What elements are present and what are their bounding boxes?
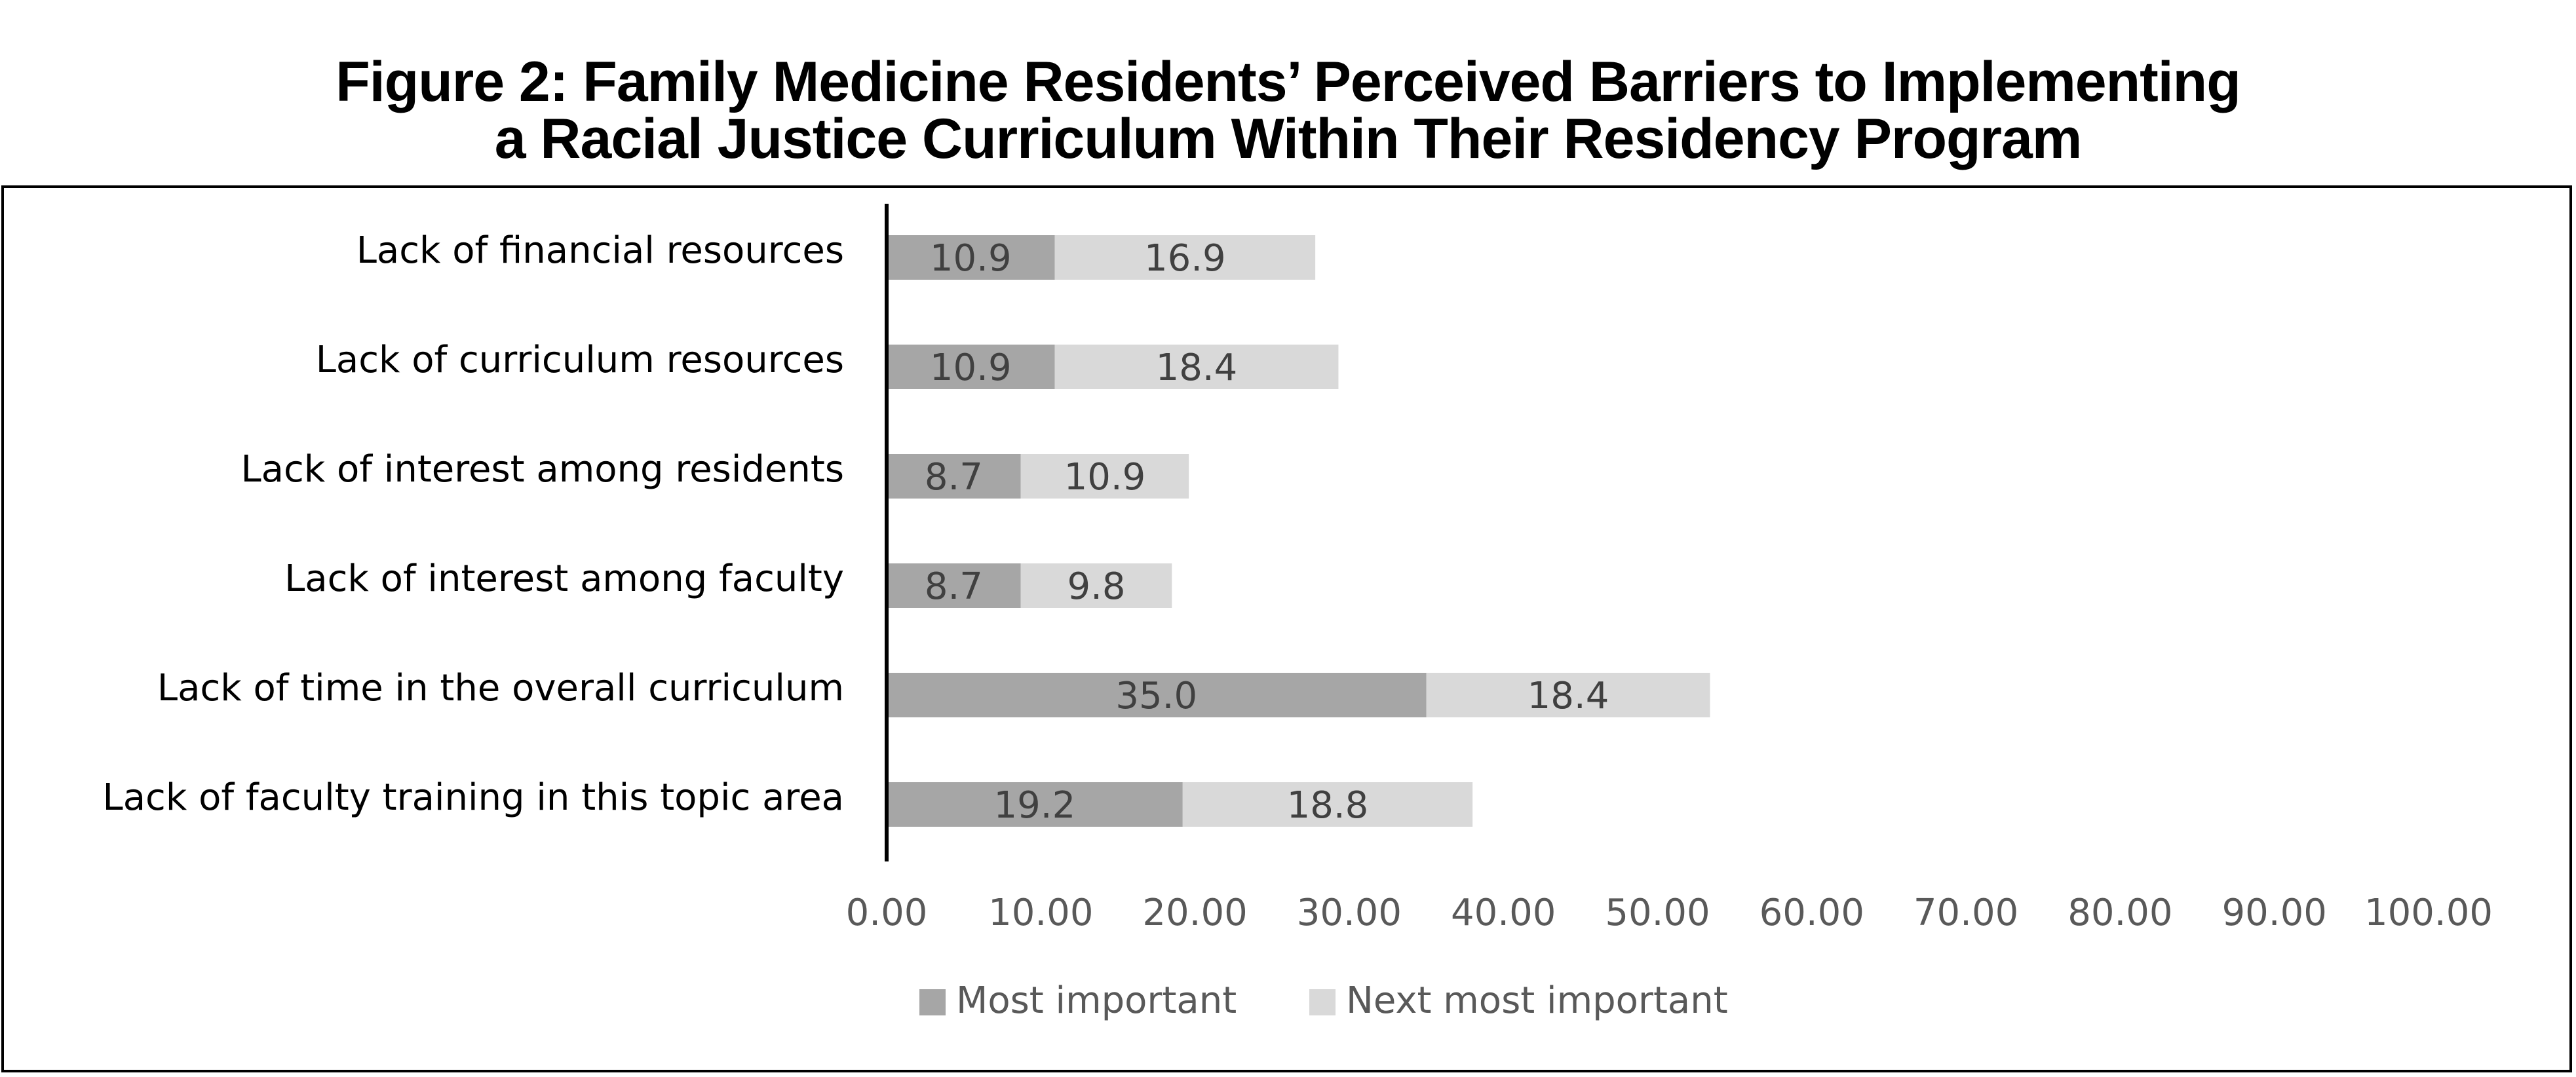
category-label: Lack of interest among faculty bbox=[284, 557, 844, 600]
data-label: 10.9 bbox=[930, 347, 1012, 389]
bar-next-most-important-3 bbox=[1020, 563, 1172, 608]
x-tick-label: 70.00 bbox=[1913, 892, 2018, 934]
x-tick-label: 60.00 bbox=[1759, 892, 1864, 934]
bar-next-most-important-2 bbox=[1020, 454, 1189, 499]
x-tick-label: 90.00 bbox=[2222, 892, 2327, 934]
chart-title-line-1: Figure 2: Family Medicine Residents’ Per… bbox=[336, 50, 2241, 113]
chart-title-line-2: a Racial Justice Curriculum Within Their… bbox=[494, 107, 2083, 170]
bar-next-most-important-1 bbox=[1054, 345, 1339, 389]
x-tick-label: 50.00 bbox=[1605, 892, 1710, 934]
data-label: 18.8 bbox=[1287, 784, 1369, 827]
x-tick-label: 40.00 bbox=[1451, 892, 1556, 934]
data-label: 18.4 bbox=[1528, 675, 1609, 717]
category-label: Lack of curriculum resources bbox=[316, 339, 844, 381]
data-label: 19.2 bbox=[994, 784, 1076, 827]
bar-most-important-5 bbox=[887, 782, 1183, 827]
legend-swatch bbox=[919, 989, 946, 1015]
legend-swatch bbox=[1309, 989, 1336, 1015]
chart-title: Figure 2: Family Medicine Residents’ Per… bbox=[0, 54, 2576, 168]
data-label: 10.9 bbox=[1064, 456, 1146, 499]
data-label: 16.9 bbox=[1144, 237, 1226, 280]
x-tick-label: 10.00 bbox=[988, 892, 1093, 934]
x-tick-label: 100.00 bbox=[2364, 892, 2493, 934]
category-label: Lack of financial resources bbox=[356, 229, 844, 272]
x-tick-label: 80.00 bbox=[2067, 892, 2172, 934]
data-label: 9.8 bbox=[1067, 565, 1125, 608]
data-label: 10.9 bbox=[930, 237, 1012, 280]
data-label: 18.4 bbox=[1156, 347, 1238, 389]
category-label: Lack of time in the overall curriculum bbox=[157, 667, 844, 709]
category-label: Lack of interest among residents bbox=[240, 448, 844, 491]
bar-most-important-3 bbox=[887, 563, 1021, 608]
bar-most-important-2 bbox=[887, 454, 1021, 499]
legend-label: Most important bbox=[956, 979, 1237, 1022]
bar-most-important-4 bbox=[887, 673, 1427, 717]
chart-frame bbox=[1, 185, 2572, 1072]
x-tick-label: 20.00 bbox=[1142, 892, 1247, 934]
bar-next-most-important-5 bbox=[1182, 782, 1473, 827]
x-tick-label: 30.00 bbox=[1297, 892, 1402, 934]
data-label: 8.7 bbox=[925, 565, 983, 608]
bar-most-important-1 bbox=[887, 345, 1055, 389]
bar-next-most-important-0 bbox=[1054, 235, 1316, 280]
category-label: Lack of faculty training in this topic a… bbox=[103, 776, 844, 819]
bar-most-important-0 bbox=[887, 235, 1055, 280]
x-tick-label: 0.00 bbox=[846, 892, 928, 934]
data-label: 8.7 bbox=[925, 456, 983, 499]
data-label: 35.0 bbox=[1115, 675, 1197, 717]
legend-label: Next most important bbox=[1346, 979, 1728, 1022]
bar-next-most-important-4 bbox=[1426, 673, 1710, 717]
